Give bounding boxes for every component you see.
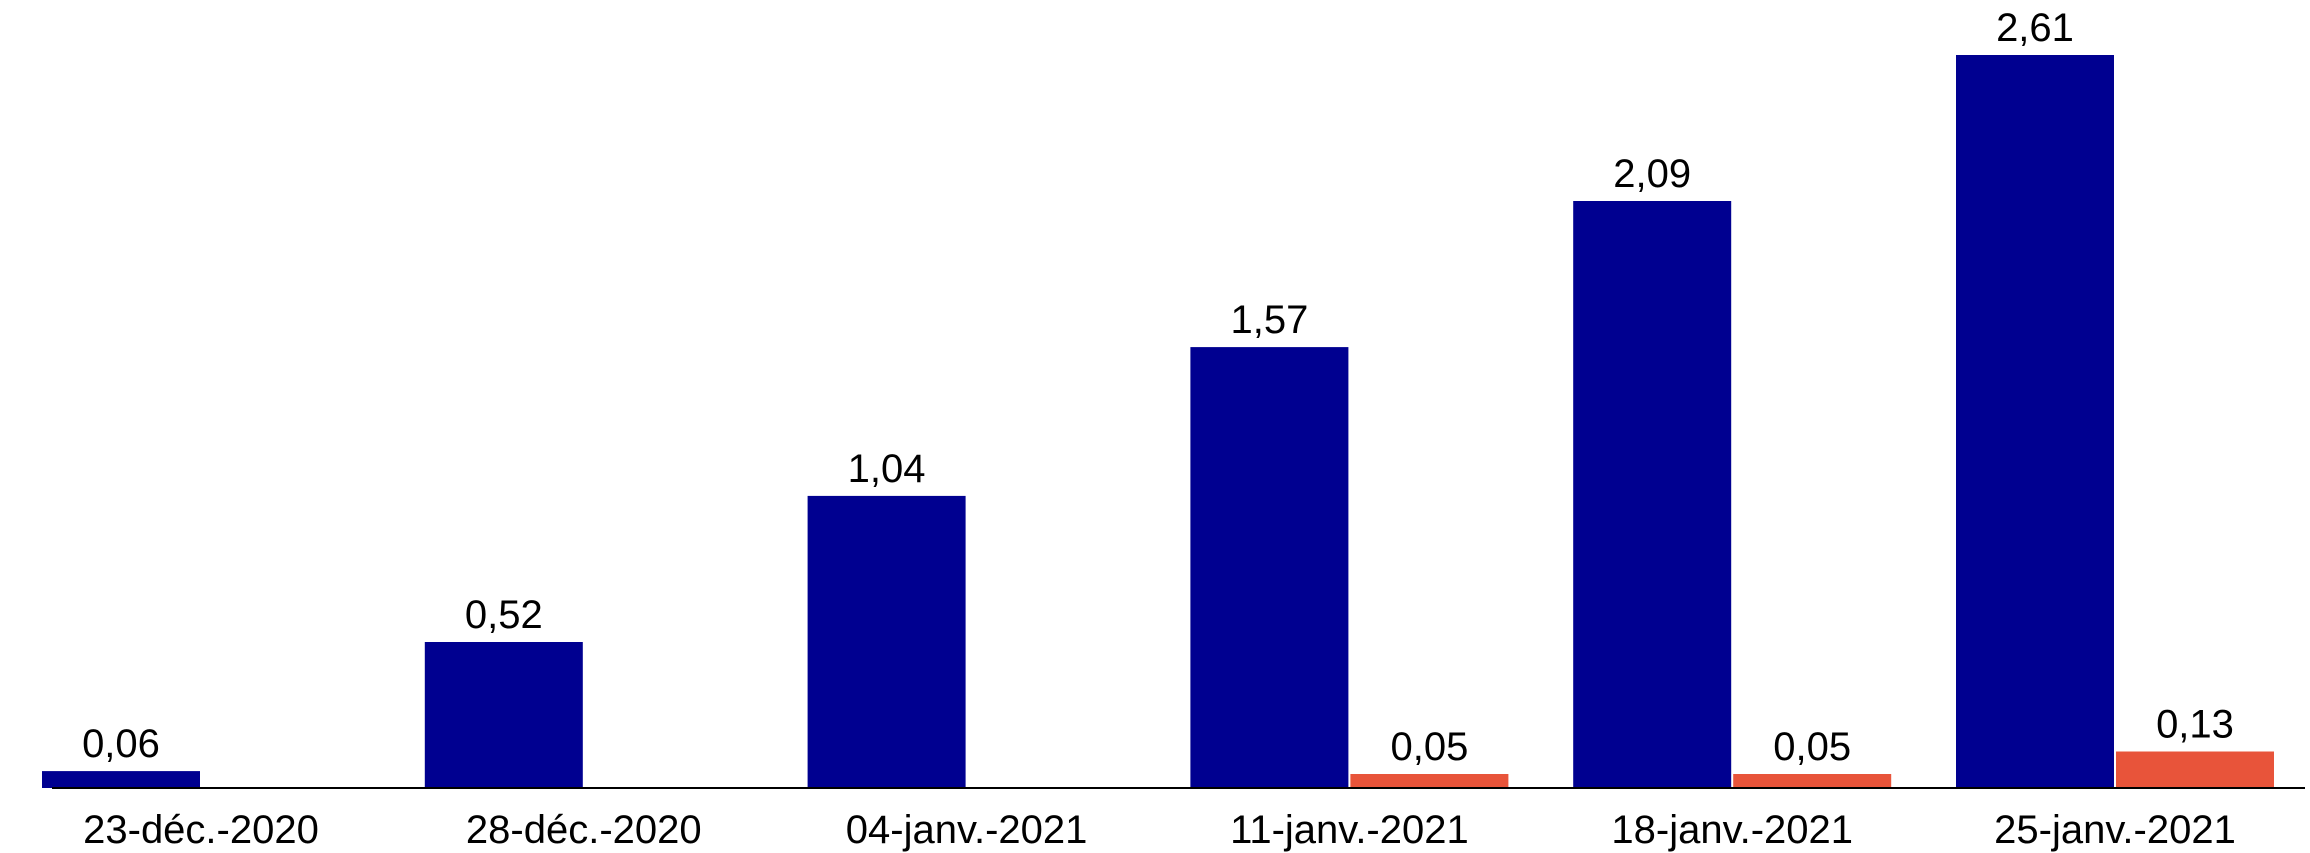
data-label-series-2-5: 0,13 [2156,703,2234,747]
x-tick-label-2: 04-janv.-2021 [846,808,1088,852]
value-labels-group: 0,06 0,52 1,04 1,57 0,05 2,09 0,05 2,61 0,13 [82,6,2234,769]
bar-series-1-0 [42,771,200,788]
bar-series-1-3 [1190,347,1349,788]
data-label-series-1-0: 0,06 [82,722,160,766]
data-label-series-1-5: 2,61 [1996,6,2074,50]
x-tick-label-5: 25-janv.-2021 [1994,808,2236,852]
bars-group [42,55,2274,788]
data-label-series-1-1: 0,52 [465,593,543,637]
data-label-series-2-3: 0,05 [1390,725,1468,769]
data-label-series-1-3: 1,57 [1230,298,1308,342]
bar-series-2-5 [2116,751,2274,788]
bar-series-2-4 [1733,774,1892,788]
x-tick-label-3: 11-janv.-2021 [1230,808,1469,852]
x-tick-label-0: 23-déc.-2020 [83,808,319,852]
data-label-series-1-4: 2,09 [1613,152,1691,196]
bar-series-2-3 [1350,774,1509,788]
bar-series-1-2 [807,495,966,788]
data-label-series-1-2: 1,04 [848,447,926,491]
x-tick-labels-group: 23-déc.-2020 28-déc.-2020 04-janv.-2021 11-… [83,808,2236,852]
bar-series-1-4 [1573,201,1732,788]
x-tick-label-1: 28-déc.-2020 [466,808,702,852]
bar-series-1-5 [1956,55,2114,788]
data-label-series-2-4: 0,05 [1773,725,1851,769]
bar-series-1-1 [424,642,583,788]
x-tick-label-4: 18-janv.-2021 [1611,808,1853,852]
